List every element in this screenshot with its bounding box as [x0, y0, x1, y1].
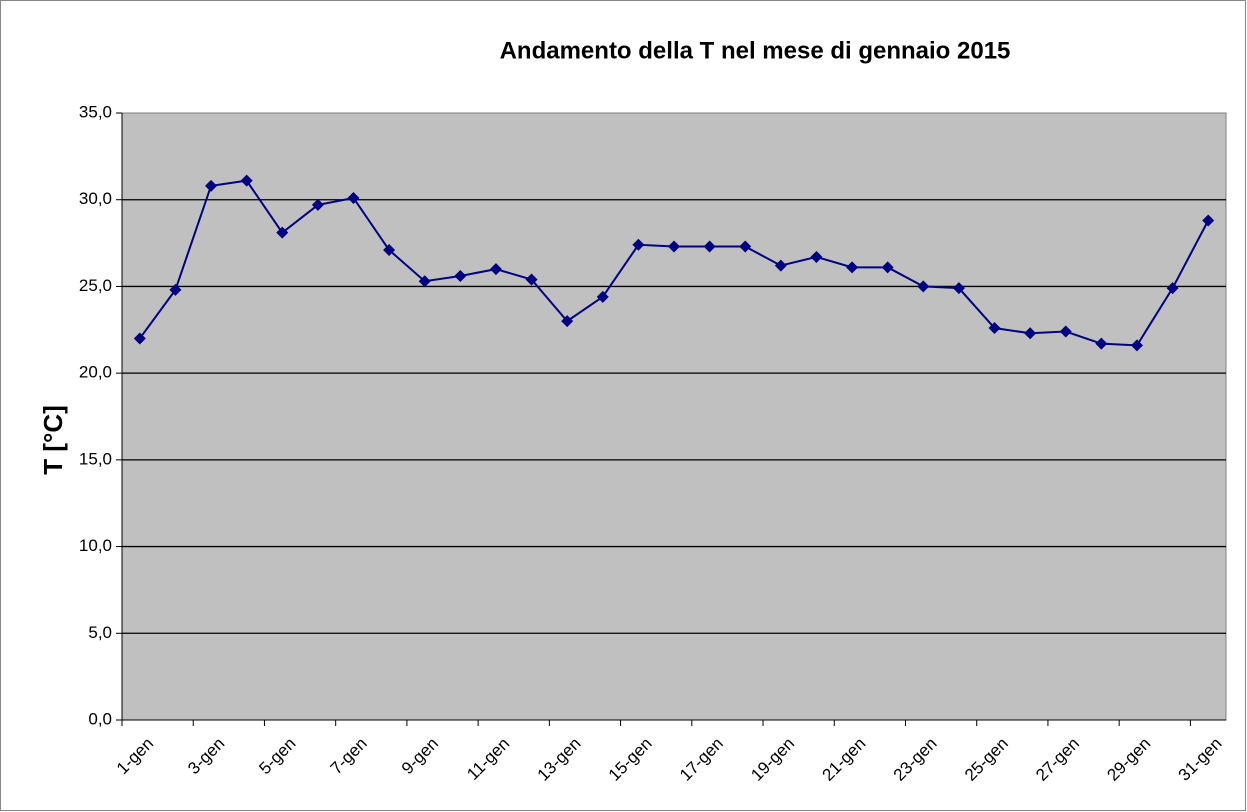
marker	[668, 240, 680, 253]
marker	[1059, 325, 1072, 338]
marker	[525, 273, 538, 286]
y-tick-label: 15,0	[79, 449, 112, 468]
marker	[846, 261, 859, 274]
y-tick-label: 5,0	[88, 623, 112, 642]
marker	[276, 226, 289, 239]
marker	[489, 263, 502, 276]
marker	[169, 283, 182, 296]
marker	[703, 240, 716, 253]
y-tick-label: 20,0	[79, 363, 112, 382]
marker	[1202, 214, 1215, 227]
y-axis-label: T [°C]	[38, 405, 68, 475]
marker	[917, 280, 930, 293]
marker	[205, 179, 218, 192]
marker	[1130, 339, 1143, 352]
marker	[418, 275, 431, 288]
marker	[1166, 282, 1179, 295]
marker	[1095, 337, 1108, 350]
marker	[383, 244, 396, 257]
marker	[347, 191, 360, 204]
marker	[739, 240, 752, 253]
marker	[952, 282, 965, 295]
marker	[881, 261, 894, 274]
marker	[596, 290, 609, 303]
marker	[1024, 327, 1037, 340]
chart-title: Andamento della T nel mese di gennaio 20…	[500, 37, 1011, 64]
y-tick-label: 0,0	[88, 709, 112, 728]
y-tick-label: 25,0	[79, 276, 112, 295]
marker	[454, 270, 467, 283]
marker	[774, 259, 787, 272]
marker	[810, 250, 823, 263]
y-tick-label: 10,0	[79, 536, 112, 555]
marker	[240, 174, 253, 187]
marker	[133, 332, 146, 345]
y-tick-label: 35,0	[79, 102, 112, 121]
marker	[561, 315, 574, 328]
y-tick-label: 30,0	[79, 189, 112, 208]
plot-area	[121, 112, 1227, 721]
marker	[311, 198, 324, 211]
marker	[632, 238, 645, 251]
marker	[988, 322, 1001, 335]
